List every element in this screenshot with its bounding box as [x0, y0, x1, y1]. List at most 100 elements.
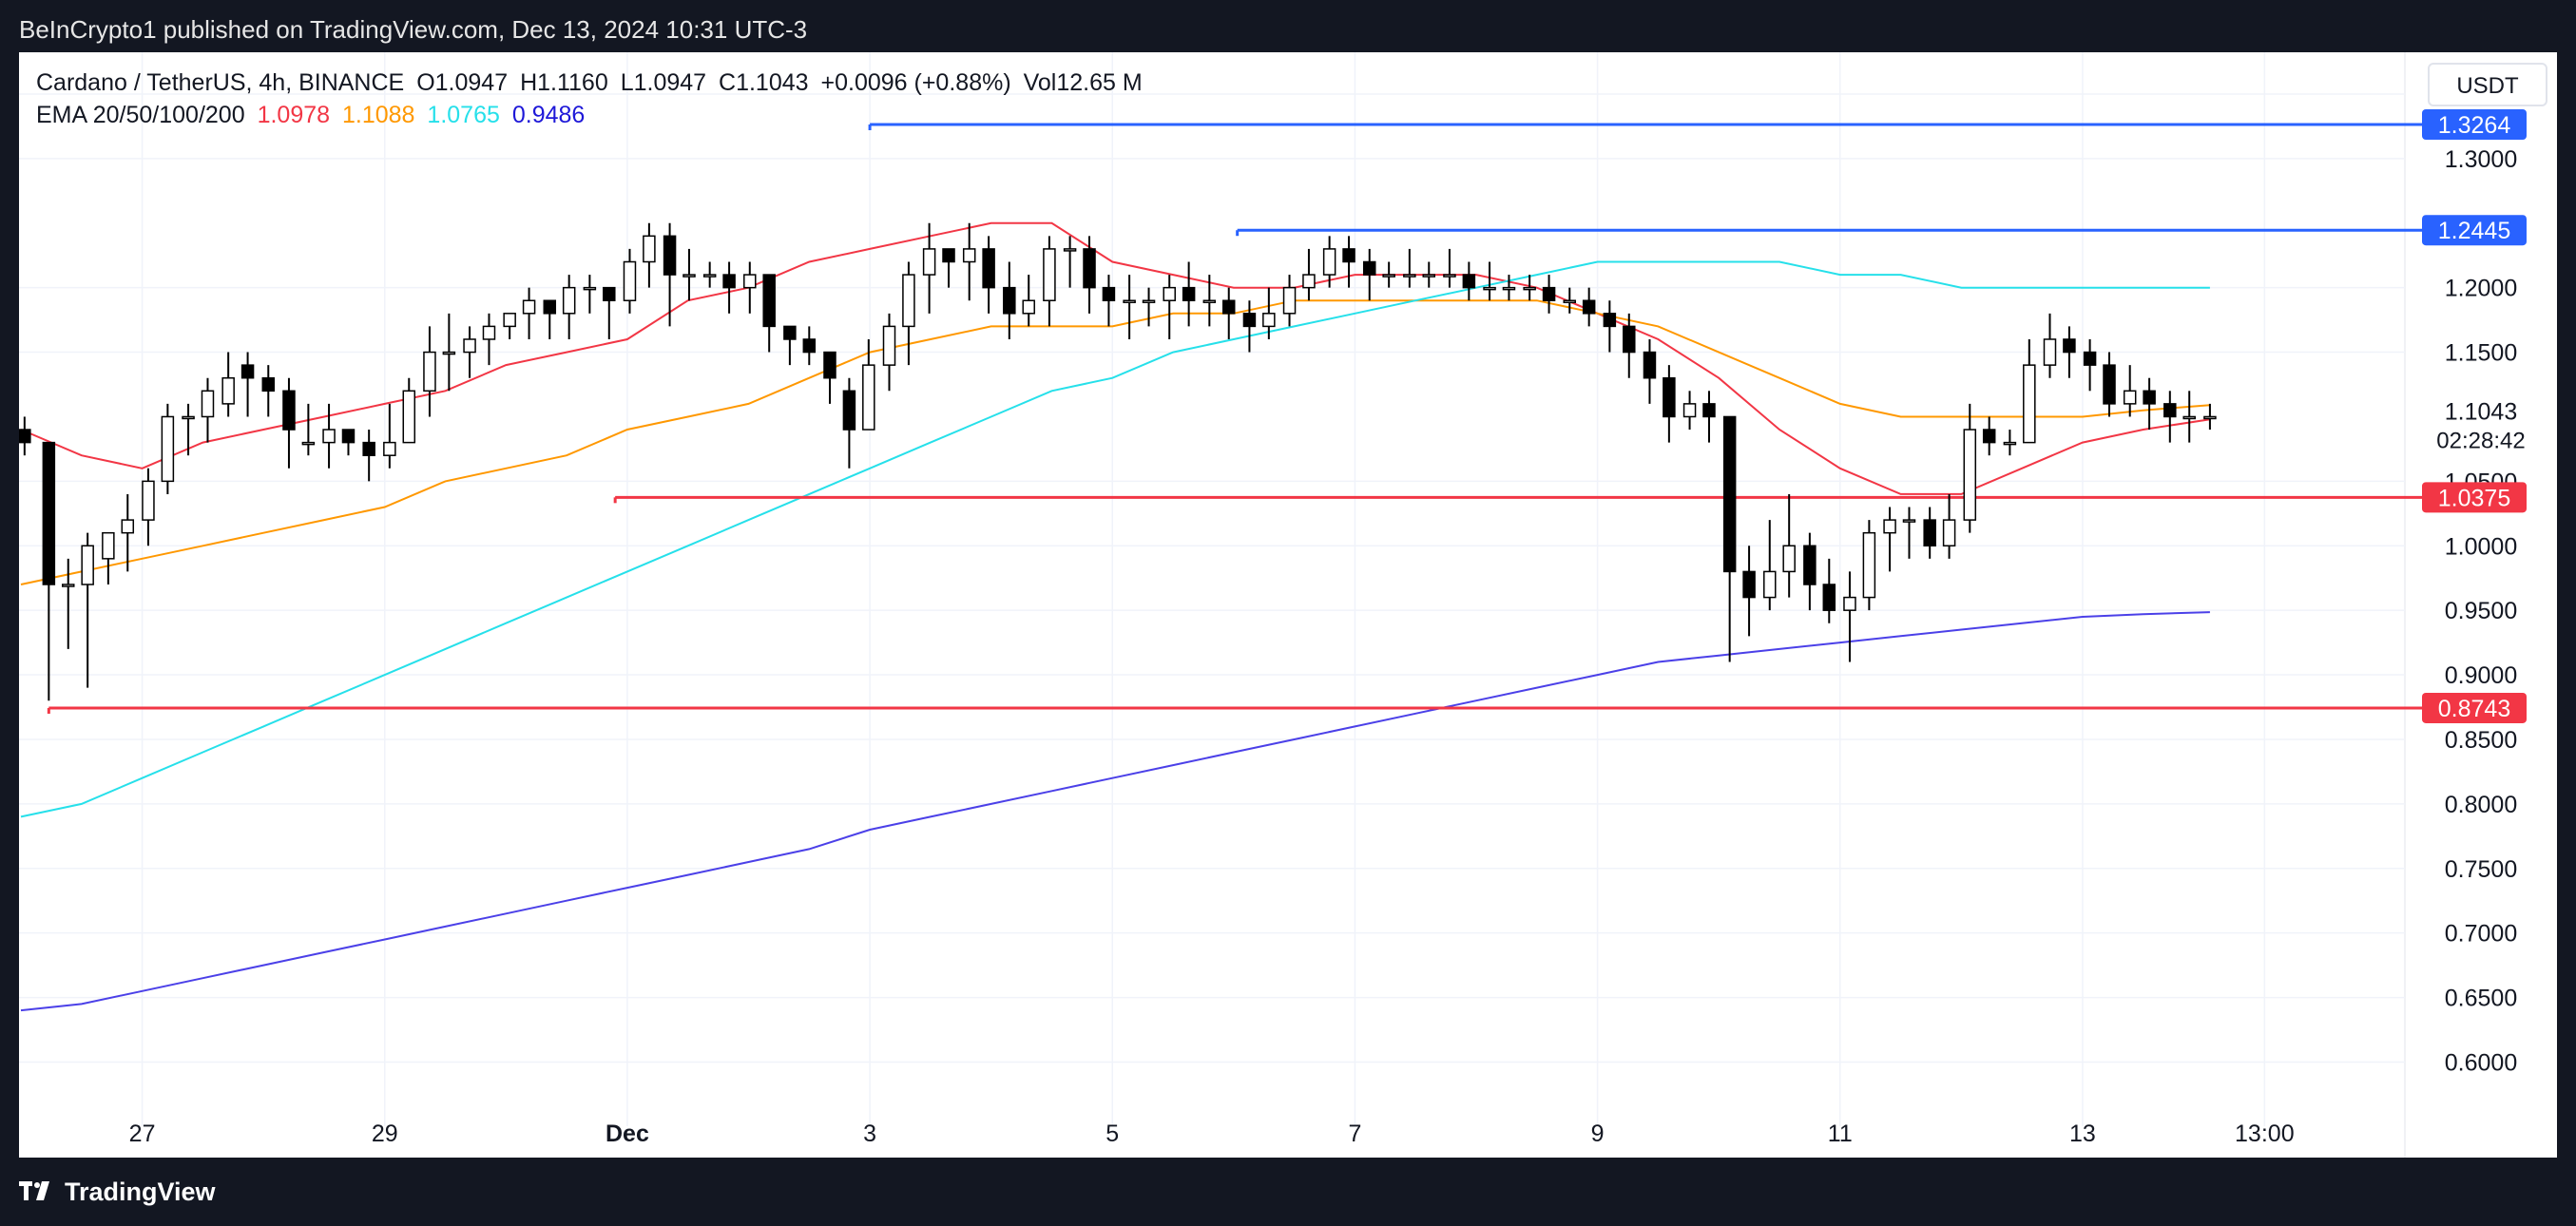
candle-up [743, 274, 757, 289]
candle-down [1702, 403, 1716, 418]
candle-up [121, 519, 135, 534]
candle-up [301, 441, 316, 446]
candle-up [1862, 531, 1876, 599]
publisher-line: BeInCrypto1 published on TradingView.com… [19, 15, 808, 44]
resistance-price-tag [2422, 109, 2527, 140]
candle-up [962, 248, 976, 263]
candle-down [1982, 429, 1996, 444]
candle-up [1942, 519, 1956, 547]
candle-up [862, 364, 875, 431]
symbol-label[interactable]: Cardano / TetherUS, 4h, BINANCE [36, 69, 405, 96]
candle-up [463, 338, 476, 354]
candle-up [1382, 274, 1395, 278]
candle-up [522, 299, 536, 315]
candle-down [603, 286, 616, 301]
candle-up [902, 274, 915, 328]
candle-up [1502, 286, 1516, 291]
candle-up [182, 415, 195, 420]
candle-down [1603, 313, 1617, 328]
y-tick-label: 0.9500 [2445, 598, 2517, 624]
candle-up [2123, 390, 2137, 405]
x-tick-label: 29 [372, 1121, 398, 1147]
candle-down [842, 390, 856, 431]
series-ema-200 [20, 611, 2210, 1012]
y-tick-label: 0.9000 [2445, 662, 2517, 689]
candle-up [643, 235, 656, 263]
support-price-tag [2422, 692, 2527, 723]
candle-up [1523, 286, 1536, 291]
y-tick-label: 0.6000 [2445, 1049, 2517, 1076]
ema-row: EMA 20/50/100/200 1.0978 1.1088 1.0765 0… [36, 99, 1148, 131]
candle-up [1682, 403, 1697, 418]
y-tick-label: 1.3000 [2445, 146, 2517, 173]
x-tick-label: 11 [1828, 1121, 1853, 1147]
candle-up [142, 480, 155, 521]
candle-down [663, 235, 677, 276]
candle-up [482, 325, 496, 340]
candle-down [543, 299, 557, 315]
candle-up [322, 429, 336, 444]
candle-down [1242, 313, 1257, 328]
candle-up [1142, 299, 1156, 303]
candle-up [1163, 286, 1176, 301]
candle-down [1582, 299, 1596, 315]
support-price-label: 0.8743 [2438, 696, 2510, 722]
candle-up [2003, 441, 2017, 446]
candle-down [802, 338, 817, 354]
candle-down [1643, 351, 1657, 379]
candle-down [19, 429, 31, 444]
ema-label[interactable]: EMA 20/50/100/200 [36, 102, 245, 128]
bar-countdown-label: 02:28:42 [2436, 429, 2525, 454]
x-tick-label: 27 [129, 1121, 156, 1147]
candle-down [783, 325, 797, 340]
candle-down [1663, 376, 1676, 418]
candle-down [1722, 415, 1737, 573]
tradingview-brand[interactable]: TradingView [65, 1177, 216, 1206]
candle-down [1102, 286, 1116, 301]
candle-down [2063, 338, 2076, 354]
candle-down [1221, 299, 1236, 315]
candle-up [1883, 519, 1896, 534]
ema100-value: 1.0765 [427, 102, 500, 128]
candle-down [1923, 519, 1936, 547]
resistance-price-label: 1.3264 [2438, 112, 2511, 139]
support-price-tag [2422, 482, 2527, 513]
candle-down [762, 274, 776, 328]
price-chart[interactable]: 1.35001.30001.20001.15001.05001.00000.95… [19, 52, 2557, 1158]
chart-legend: Cardano / TetherUS, 4h, BINANCE O1.0947 … [36, 67, 1148, 131]
ema20-value: 1.0978 [257, 102, 331, 128]
candle-up [1483, 286, 1496, 291]
candle-up [423, 351, 436, 393]
tradingview-logo-icon[interactable] [19, 1178, 53, 1207]
candle-up [623, 260, 637, 301]
candle-down [1342, 248, 1355, 263]
candle-down [1003, 286, 1016, 315]
candle-down [1822, 584, 1836, 611]
candle-up [2043, 338, 2057, 366]
last-price-label: 1.1043 [2445, 399, 2517, 426]
candle-down [722, 274, 736, 289]
candle-down [1462, 274, 1476, 289]
low-value: L1.0947 [620, 69, 707, 96]
series-ema-100 [20, 260, 2210, 818]
chart-panel[interactable]: 1.35001.30001.20001.15001.05001.00000.95… [19, 52, 2557, 1158]
candle-down [2143, 390, 2156, 405]
candle-up [1963, 429, 1977, 521]
candle-down [341, 429, 356, 444]
candle-up [1043, 248, 1056, 301]
x-tick-label: 13:00 [2235, 1121, 2295, 1147]
candle-up [562, 286, 576, 315]
candle-up [1763, 570, 1777, 599]
x-tick-label: 13 [2069, 1121, 2096, 1147]
candle-up [1902, 519, 1916, 523]
candle-down [2163, 403, 2177, 418]
candle-up [402, 390, 416, 444]
currency-button[interactable]: USDT [2428, 63, 2547, 106]
candle-down [2103, 364, 2116, 405]
support-price-label: 1.0375 [2438, 485, 2510, 511]
y-tick-label: 0.7500 [2445, 856, 2517, 883]
candle-down [1742, 570, 1756, 599]
y-tick-label: 1.1500 [2445, 340, 2517, 367]
candle-down [823, 351, 836, 379]
candle-up [1782, 545, 1796, 573]
